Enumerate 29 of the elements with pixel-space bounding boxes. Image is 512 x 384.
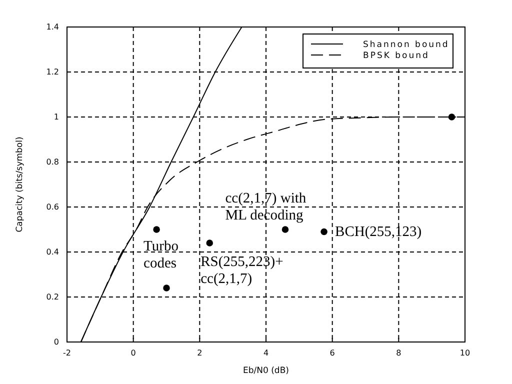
x-tick-label: -2 [63,348,71,358]
x-tick-label: 6 [330,348,335,358]
y-tick-label: 1.2 [46,68,59,77]
point [206,240,213,246]
point [448,114,456,120]
y-tick-label: 1.4 [46,22,59,32]
x-tick-label: 10 [460,348,470,358]
annotation: Turbo codes [144,238,178,272]
point [163,284,170,292]
point [153,226,160,233]
legend-label: Shannon bound [363,40,450,50]
x-tick-label: 2 [197,348,202,358]
legend-label: BPSK bound [363,51,430,61]
y-tick-label: 0.6 [46,202,59,212]
x-tick-label: 8 [396,348,402,358]
x-axis-title: Eb/N0 (dB) [243,366,289,376]
y-tick-label: 1 [54,112,59,122]
point [320,228,328,236]
y-tick-label: 0.4 [46,248,59,257]
annotation: BCH(255,123) [335,224,422,240]
x-tick-label: 0 [130,348,136,358]
y-tick-label: 0 [54,338,59,347]
annotation: cc(2,1,7) with ML decoding [225,190,307,224]
y-axis-title: Capacity (bits/symbol) [15,136,25,232]
y-tick-label: 0.2 [46,292,59,302]
x-tick-label: 4 [263,348,269,358]
annotation: RS(255,223)+ cc(2,1,7) [200,254,284,287]
y-tick-label: 0.8 [46,158,59,167]
point [282,226,289,233]
